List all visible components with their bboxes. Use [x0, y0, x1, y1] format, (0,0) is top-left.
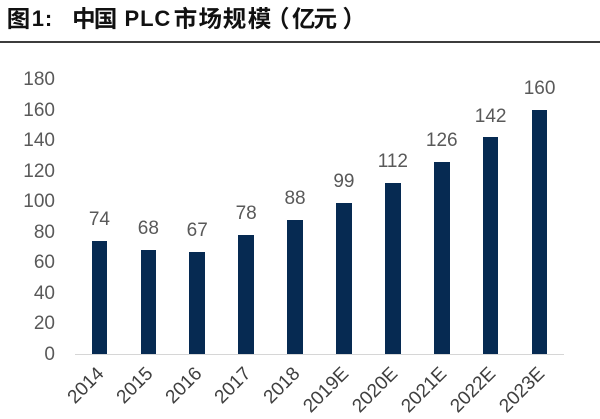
- svg-text:1:: 1:: [32, 6, 53, 31]
- svg-text:PLC: PLC: [125, 6, 172, 31]
